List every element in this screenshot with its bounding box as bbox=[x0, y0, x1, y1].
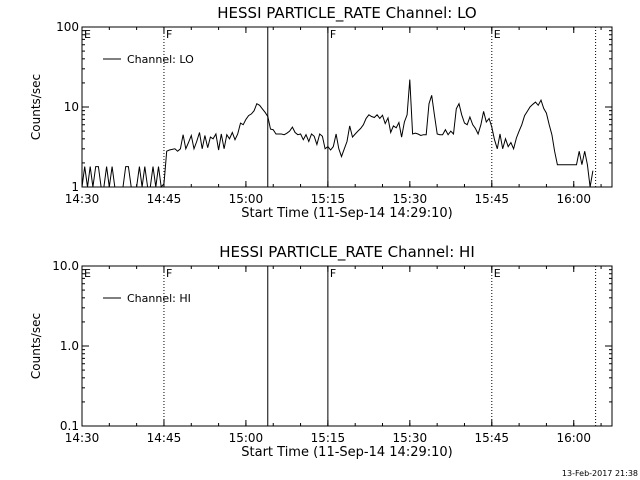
x-tick-label: 16:00 bbox=[556, 192, 591, 206]
lo-channel-panel: 14:30 14:45 15:00 15:15 15:30 15:45 16:00 1 10 10… bbox=[29, 4, 613, 221]
plot-frame bbox=[81, 265, 613, 427]
x-tick-label: 15:00 bbox=[229, 431, 264, 445]
event-marker-label: F bbox=[330, 28, 336, 41]
hi-channel-panel: 14:30 14:45 15:00 15:15 15:30 15:45 16:00 0.1 1.… bbox=[29, 243, 613, 460]
event-marker-label: E bbox=[84, 28, 91, 41]
x-tick-label: 15:30 bbox=[393, 192, 428, 206]
chart-title: HESSI PARTICLE_RATE Channel: LO bbox=[217, 4, 476, 23]
y-axis-label: Counts/sec bbox=[29, 313, 43, 379]
legend-label: Channel: HI bbox=[127, 292, 191, 305]
x-tick-label: 15:45 bbox=[474, 192, 509, 206]
x-tick-label: 14:45 bbox=[147, 431, 182, 445]
x-tick-label: 14:30 bbox=[65, 192, 100, 206]
y-tick-label: 10.0 bbox=[52, 259, 79, 273]
event-marker-label: E bbox=[84, 267, 91, 280]
event-marker-label: E bbox=[494, 267, 501, 280]
event-marker-label: E bbox=[494, 28, 501, 41]
x-axis-label: Start Time (11-Sep-14 14:29:10) bbox=[241, 206, 452, 221]
x-tick-label: 15:15 bbox=[311, 431, 346, 445]
plot-frame bbox=[81, 26, 613, 188]
x-tick-label: 15:30 bbox=[393, 431, 428, 445]
y-tick-label: 100 bbox=[56, 20, 79, 34]
x-tick-label: 15:00 bbox=[229, 192, 264, 206]
y-tick-label: 1 bbox=[71, 180, 79, 194]
x-tick-label: 16:00 bbox=[556, 431, 591, 445]
x-tick-label: 15:15 bbox=[311, 192, 346, 206]
event-marker-label: F bbox=[330, 267, 336, 280]
event-marker-label: F bbox=[166, 28, 172, 41]
y-axis-label: Counts/sec bbox=[29, 74, 43, 140]
chart-title: HESSI PARTICLE_RATE Channel: HI bbox=[219, 243, 475, 262]
y-tick-label: 0.1 bbox=[60, 419, 79, 433]
x-tick-label: 15:45 bbox=[474, 431, 509, 445]
x-tick-label: 14:30 bbox=[65, 431, 100, 445]
series-line bbox=[81, 79, 594, 189]
y-tick-label: 10 bbox=[64, 100, 79, 114]
x-axis-label: Start Time (11-Sep-14 14:29:10) bbox=[241, 445, 452, 460]
event-marker-label: F bbox=[166, 267, 172, 280]
footer-timestamp: 13-Feb-2017 21:38 bbox=[562, 469, 638, 478]
y-tick-label: 1.0 bbox=[60, 339, 79, 353]
x-tick-label: 14:45 bbox=[147, 192, 182, 206]
legend-label: Channel: LO bbox=[127, 53, 194, 66]
